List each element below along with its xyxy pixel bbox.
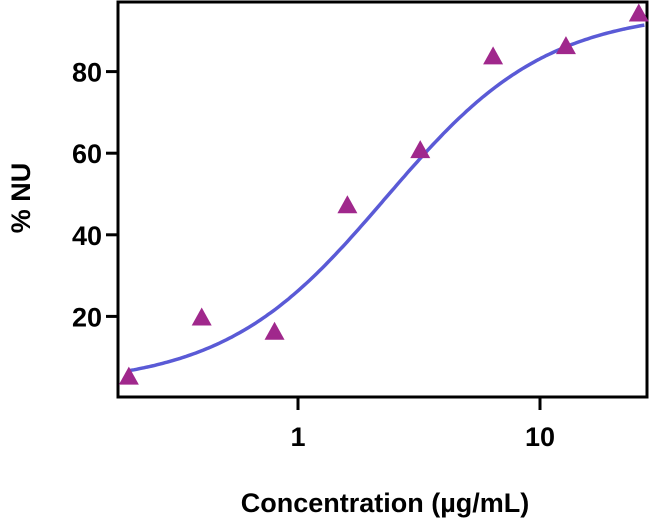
data-point <box>555 36 576 55</box>
x-axis-label: Concentration (µg/mL) <box>241 488 530 518</box>
data-point <box>337 195 358 214</box>
data-point <box>410 140 431 159</box>
plot-frame <box>116 0 649 399</box>
data-point <box>118 366 139 385</box>
y-tick-label: 20 <box>72 302 102 332</box>
data-point <box>264 321 285 340</box>
y-axis-label: % NU <box>6 163 36 234</box>
y-tick-label: 60 <box>72 139 102 169</box>
y-tick-label: 40 <box>72 221 102 251</box>
y-tick-label: 80 <box>72 58 102 88</box>
data-point <box>483 46 504 65</box>
x-tick-label: 10 <box>525 422 555 452</box>
x-tick-label: 1 <box>290 422 305 452</box>
data-point <box>628 3 649 22</box>
data-point <box>191 307 212 326</box>
